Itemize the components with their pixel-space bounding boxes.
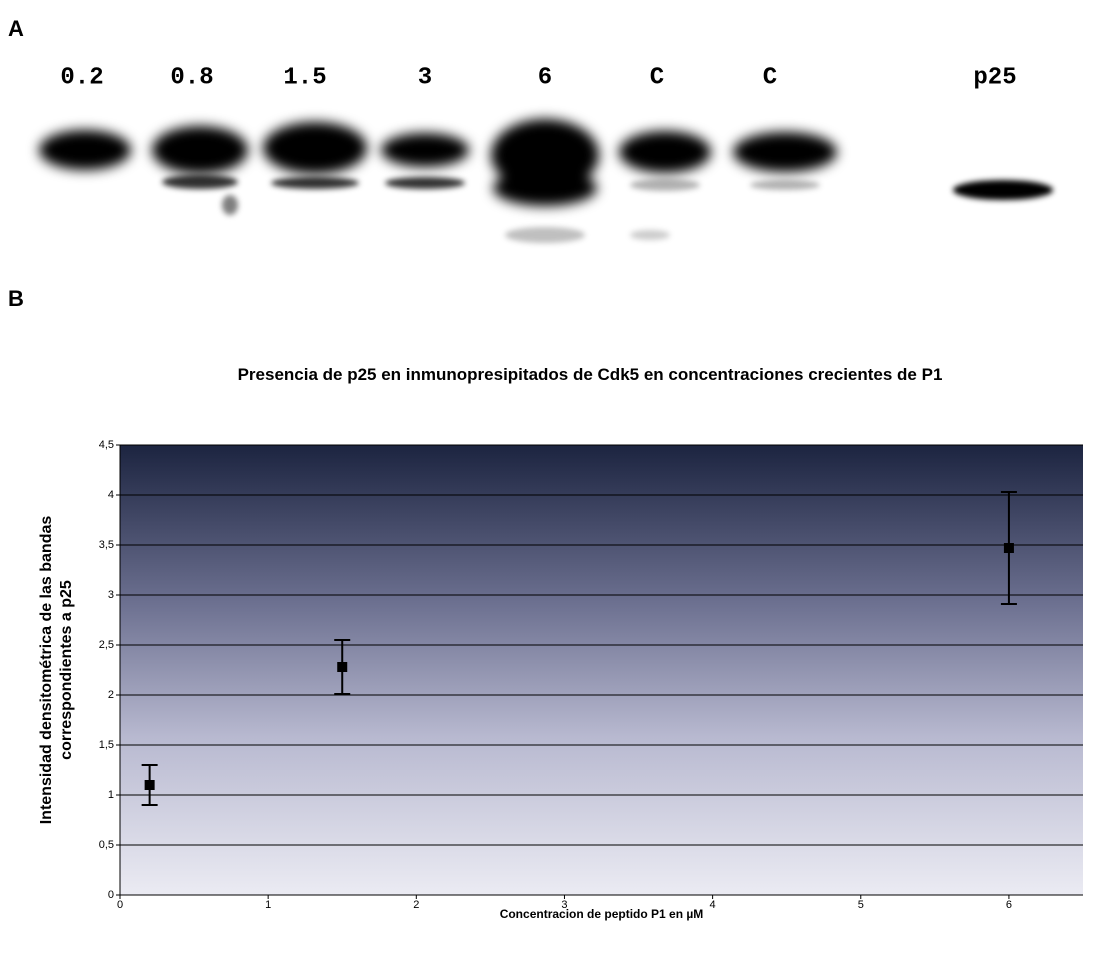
y-tick-label: 2 bbox=[108, 689, 114, 701]
x-tick-label: 4 bbox=[710, 899, 716, 911]
y-tick-label: 3,5 bbox=[99, 539, 114, 551]
point bbox=[144, 780, 155, 790]
western-blot bbox=[39, 119, 1053, 243]
point bbox=[1003, 543, 1014, 553]
lane-label: 1.5 bbox=[283, 64, 326, 91]
y-tick-label: 1 bbox=[108, 789, 114, 801]
lane-label: 0.8 bbox=[170, 64, 213, 91]
panel-label: A bbox=[8, 16, 24, 41]
plot-area bbox=[120, 445, 1083, 895]
y-tick-label: 2,5 bbox=[99, 639, 114, 651]
x-tick-label: 1 bbox=[265, 899, 271, 911]
lane-label: C bbox=[650, 64, 664, 91]
lane-label: C bbox=[763, 64, 777, 91]
x-tick-label: 3 bbox=[561, 899, 567, 911]
y-axis-label: Intensidad densitométrica de las bandas … bbox=[38, 515, 75, 825]
y-tick-label: 4,5 bbox=[99, 439, 114, 451]
x-tick-label: 2 bbox=[413, 899, 419, 911]
y-tick-label: 4 bbox=[108, 489, 114, 501]
y-tick-label: 0,5 bbox=[99, 839, 114, 851]
lane-label: 0.2 bbox=[60, 64, 103, 91]
x-tick-label: 6 bbox=[1006, 899, 1012, 911]
y-tick-label: 0 bbox=[108, 889, 114, 901]
panel-label: B bbox=[8, 286, 24, 311]
y-tick-label: 1,5 bbox=[99, 739, 114, 751]
lane-label: 3 bbox=[418, 64, 432, 91]
lane-label: p25 bbox=[973, 64, 1016, 91]
x-axis-label: Concentracion de peptido P1 en µM bbox=[499, 907, 704, 921]
x-tick-label: 0 bbox=[117, 899, 123, 911]
x-tick-label: 5 bbox=[858, 899, 864, 911]
y-tick-label: 3 bbox=[108, 589, 114, 601]
chart-title: Presencia de p25 en inmunopresipitados d… bbox=[237, 365, 943, 384]
lane-label: 6 bbox=[538, 64, 552, 91]
point bbox=[337, 662, 348, 672]
